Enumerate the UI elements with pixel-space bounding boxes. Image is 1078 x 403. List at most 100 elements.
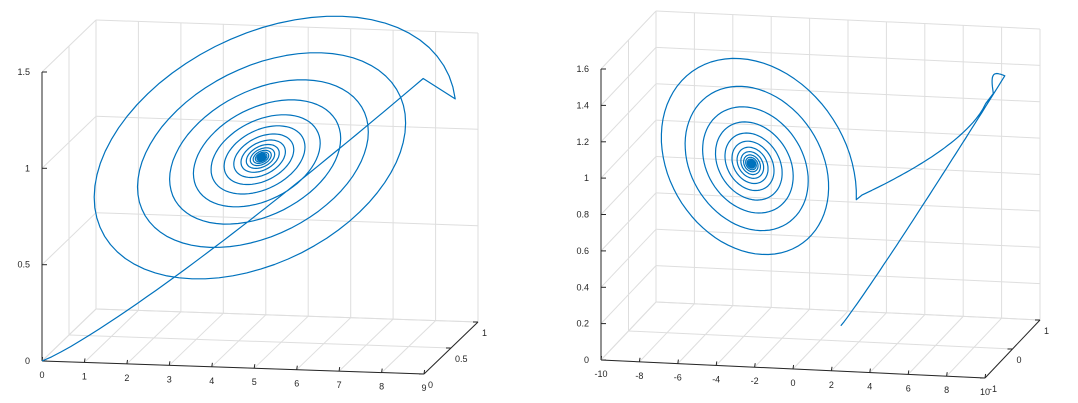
- x-tick-label: 4: [209, 376, 214, 386]
- back-wall-grid-line: [655, 10, 1041, 30]
- y-tick-label: 0: [1017, 355, 1022, 365]
- x-tick-mark: [754, 363, 756, 368]
- z-tick-label: 1.2: [576, 137, 589, 147]
- z-tick-label: 0.4: [576, 282, 589, 292]
- x-tick-label: 6: [294, 379, 299, 389]
- x-tick-label: 4: [867, 382, 872, 392]
- x-tick-mark: [677, 359, 679, 364]
- side-wall-grid-line: [600, 10, 657, 70]
- x-tick-mark: [984, 373, 987, 379]
- side-wall-grid-line: [41, 115, 97, 169]
- x-tick-mark: [168, 361, 171, 366]
- y-tick-label: 1: [1044, 326, 1049, 336]
- side-wall-grid-line: [600, 83, 657, 143]
- z-tick-label: 0: [25, 356, 30, 366]
- x-tick-label: 5: [252, 377, 257, 387]
- right-plot-tick-labels: -10 -8 -6 -4 -2 0 2 4 6 8 10-10100.20.40.60.811.21…: [576, 64, 1049, 397]
- x-tick-mark: [830, 366, 833, 371]
- back-wall-grid-line: [95, 115, 479, 130]
- side-wall-grid-line: [41, 308, 97, 362]
- side-wall-grid-line: [600, 47, 657, 106]
- back-wall-grid-line: [655, 265, 1041, 285]
- side-wall-grid-line: [600, 265, 657, 324]
- x-tick-mark: [423, 369, 426, 375]
- z-tick-label: 0.8: [576, 210, 589, 220]
- x-tick-label: 6: [906, 383, 911, 393]
- z-tick-label: 1: [584, 173, 589, 183]
- back-wall-grid-line: [95, 19, 479, 34]
- z-tick-label: 1.4: [576, 100, 589, 110]
- x-tick-label: 3: [167, 374, 172, 384]
- x-tick-label: -10: [594, 369, 607, 379]
- z-tick-label: 0.6: [576, 246, 589, 256]
- back-wall-grid-line: [655, 301, 1041, 321]
- x-tick-mark: [211, 362, 213, 367]
- back-wall-grid-line: [95, 212, 479, 227]
- right-plot-trajectory: [660, 57, 1006, 327]
- x-tick-mark: [869, 368, 871, 373]
- y-tick-label: 0.5: [455, 354, 468, 364]
- x-tick-mark: [946, 372, 948, 377]
- x-axis-line: [41, 360, 425, 375]
- z-tick-label: 0.5: [17, 260, 30, 270]
- z-tick-label: 0.2: [576, 319, 589, 329]
- x-tick-label: 7: [337, 380, 342, 390]
- x-tick-label: 9: [421, 383, 426, 393]
- x-tick-label: 0: [39, 370, 44, 380]
- x-tick-mark: [253, 364, 256, 369]
- z-tick-label: 0: [584, 355, 589, 365]
- left-plot-axes: [41, 71, 479, 375]
- x-tick-mark: [638, 357, 641, 362]
- back-wall-grid-line: [655, 83, 1041, 103]
- left-plot-trajectory: [41, 15, 456, 362]
- x-tick-mark: [907, 370, 910, 375]
- x-tick-label: 0: [790, 378, 795, 388]
- x-tick-mark: [792, 364, 795, 370]
- y-tick-label: 1: [482, 328, 487, 338]
- side-wall-grid-line: [41, 19, 97, 73]
- right-plot-grid: [600, 10, 1041, 379]
- x-tick-label: -4: [712, 374, 720, 384]
- floor-grid-line: [68, 334, 452, 349]
- x-tick-mark: [126, 359, 128, 364]
- left-plot-grid: [41, 19, 479, 375]
- x-tick-label: -2: [751, 376, 759, 386]
- x-tick-mark: [296, 365, 298, 370]
- y-tick-label: -1: [989, 384, 997, 394]
- side-wall-grid-line: [600, 119, 657, 179]
- x-tick-label: 2: [829, 380, 834, 390]
- side-wall-grid-line: [600, 228, 657, 288]
- back-wall-grid-line: [655, 156, 1041, 175]
- y-tick-label: 0: [428, 380, 433, 390]
- x-tick-mark: [715, 361, 718, 366]
- x-tick-label: -6: [674, 373, 682, 383]
- x-tick-label: 8: [379, 382, 384, 392]
- x-tick-label: 8: [944, 385, 949, 395]
- x-tick-label: 10: [980, 387, 990, 397]
- side-wall-grid-line: [600, 156, 657, 215]
- right-3d-plot: -10 -8 -6 -4 -2 0 2 4 6 8 10-10100.20.40.60.811.21…: [576, 10, 1049, 397]
- x-tick-label: -8: [635, 371, 643, 381]
- x-tick-mark: [338, 367, 341, 372]
- back-wall-grid-line: [655, 46, 1041, 66]
- x-tick-label: 1: [82, 371, 87, 381]
- side-wall-grid-line: [600, 301, 657, 361]
- x-tick-mark: [83, 358, 86, 363]
- back-wall-grid-line: [655, 192, 1041, 212]
- right-plot-axes: [600, 68, 1041, 379]
- back-wall-grid-line: [655, 228, 1041, 248]
- back-wall-grid-line: [655, 119, 1041, 139]
- side-wall-grid-line: [41, 212, 97, 266]
- z-tick-label: 1: [25, 163, 30, 173]
- x-tick-mark: [381, 368, 383, 373]
- z-tick-label: 1.6: [576, 64, 589, 74]
- x-tick-label: 2: [124, 373, 129, 383]
- side-wall-grid-line: [600, 192, 657, 252]
- x-tick-mark: [600, 355, 603, 361]
- back-wall-grid-line: [95, 308, 479, 323]
- floor-grid-line: [628, 330, 1013, 350]
- z-tick-label: 1.5: [17, 67, 30, 77]
